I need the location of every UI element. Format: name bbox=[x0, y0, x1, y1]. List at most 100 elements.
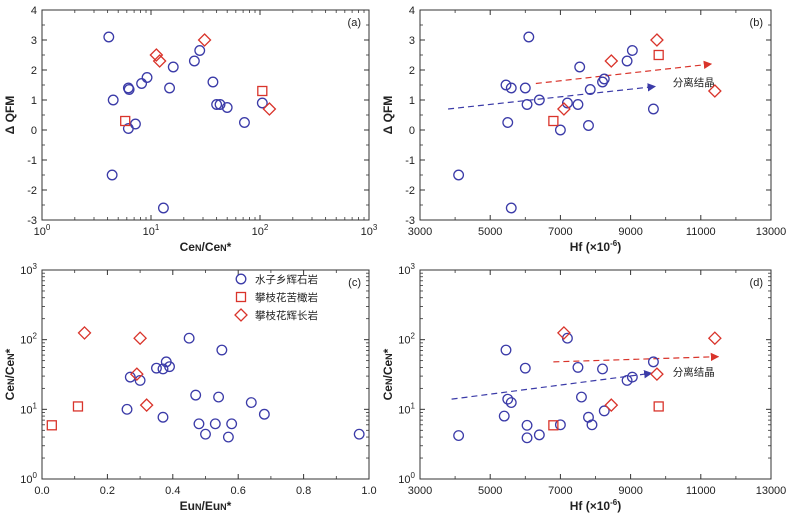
data-point-circle bbox=[502, 393, 514, 405]
data-point-diamond bbox=[129, 367, 144, 382]
x-axis-title: Hf (×10-6) bbox=[570, 239, 621, 254]
legend-marker-diamond bbox=[234, 308, 248, 322]
legend-label: 攀枝花辉长岩 bbox=[255, 309, 318, 322]
data-point-diamond bbox=[650, 33, 664, 47]
data-point-circle bbox=[214, 99, 226, 110]
data-point-circle bbox=[554, 124, 566, 136]
panel-label: (d) bbox=[750, 277, 763, 289]
panel-label: (c) bbox=[348, 277, 361, 289]
x-tick-label: 13000 bbox=[756, 226, 786, 238]
y-tick-label: 4 bbox=[409, 5, 415, 17]
data-point-circle bbox=[519, 82, 531, 94]
x-tick-label: 5000 bbox=[478, 226, 502, 238]
data-point-diamond bbox=[556, 102, 571, 116]
data-point-circle bbox=[572, 361, 584, 373]
data-point-circle bbox=[200, 428, 211, 440]
data-point-square bbox=[653, 401, 664, 412]
y-tick-label: -1 bbox=[27, 155, 37, 167]
data-point-circle bbox=[221, 102, 233, 113]
data-point-circle bbox=[598, 405, 610, 417]
data-point-circle bbox=[586, 419, 598, 431]
trend-arrow-red bbox=[553, 352, 720, 363]
y-tick-label: 4 bbox=[31, 5, 37, 17]
data-point-diamond bbox=[604, 54, 619, 68]
data-point-square bbox=[257, 85, 268, 97]
data-point-circle bbox=[533, 94, 545, 106]
data-point-circle bbox=[583, 120, 594, 131]
panel-c: 0.0 0.2 0.4 0.6 0.8 1.0 100 101 102 103 EuN/EuN* Ce… bbox=[3, 262, 377, 513]
y-tick-label: -1 bbox=[405, 155, 415, 167]
data-point-circle bbox=[150, 362, 162, 374]
data-point-square bbox=[120, 115, 131, 127]
data-point-circle bbox=[533, 429, 545, 441]
plot-frame bbox=[41, 9, 370, 221]
data-point-circle bbox=[584, 84, 596, 95]
x-tick-label: 9000 bbox=[618, 226, 642, 238]
data-point-circle bbox=[193, 418, 205, 430]
data-point-circle bbox=[157, 363, 169, 375]
data-point-circle bbox=[505, 202, 517, 214]
data-point-circle bbox=[190, 389, 202, 401]
x-tick-label: 13000 bbox=[756, 485, 786, 497]
y-tick-label: 103 bbox=[398, 262, 415, 277]
x-tick-label: 0.6 bbox=[231, 485, 246, 497]
data-point-circle bbox=[136, 78, 148, 89]
data-point-circle bbox=[554, 419, 566, 431]
x-tick-label: 7000 bbox=[548, 226, 572, 238]
y-tick-label: -3 bbox=[405, 215, 415, 227]
y-tick-label: 0 bbox=[31, 125, 37, 137]
y-axis-title: Δ QFM bbox=[3, 96, 17, 135]
x-tick-label: 9000 bbox=[618, 485, 642, 497]
data-point-circle bbox=[106, 169, 118, 181]
legend-label: 水子乡辉石岩 bbox=[255, 273, 318, 286]
y-tick-label: 102 bbox=[20, 332, 37, 347]
legend-item-diamond: 攀枝花辉长岩 bbox=[234, 308, 318, 322]
data-point-circle bbox=[572, 99, 584, 110]
data-point-diamond bbox=[77, 325, 92, 340]
data-point-circle bbox=[209, 418, 221, 430]
legend-marker-circle bbox=[235, 273, 247, 285]
data-point-circle bbox=[157, 202, 169, 214]
data-point-circle bbox=[574, 61, 586, 73]
y-tick-label: -3 bbox=[27, 215, 37, 227]
data-point-circle bbox=[164, 361, 175, 373]
x-tick-label: 0.4 bbox=[165, 485, 180, 497]
data-point-circle bbox=[521, 432, 533, 444]
y-tick-label: 101 bbox=[20, 401, 37, 416]
x-tick-label: 5000 bbox=[478, 485, 502, 497]
data-point-circle bbox=[258, 408, 270, 420]
y-tick-label: -2 bbox=[27, 185, 37, 197]
y-tick-label: 103 bbox=[20, 262, 37, 277]
data-point-circle bbox=[505, 397, 517, 409]
x-tick-label: 1.0 bbox=[361, 485, 376, 497]
x-axis-title: Hf (×10-6) bbox=[570, 498, 621, 513]
y-tick-label: 100 bbox=[398, 471, 415, 486]
data-point-circle bbox=[256, 97, 268, 109]
data-point-circle bbox=[245, 397, 257, 409]
data-point-circle bbox=[141, 72, 153, 83]
data-point-circle bbox=[621, 55, 633, 67]
plot-frame bbox=[41, 269, 370, 480]
data-point-diamond bbox=[262, 102, 277, 116]
x-tick-label: 7000 bbox=[548, 485, 572, 497]
data-point-diamond bbox=[650, 367, 664, 382]
data-point-circle bbox=[626, 371, 638, 383]
data-point-circle bbox=[121, 403, 133, 415]
y-tick-label: 1 bbox=[409, 95, 415, 107]
data-point-circle bbox=[500, 79, 512, 91]
plot-frame bbox=[419, 269, 772, 480]
y-axis-title: CeN/CeN* bbox=[3, 348, 17, 400]
data-point-circle bbox=[626, 45, 638, 56]
data-point-circle bbox=[164, 82, 176, 94]
data-point-diamond bbox=[139, 398, 154, 413]
x-tick-label: 3000 bbox=[408, 226, 432, 238]
data-point-diamond bbox=[152, 54, 167, 68]
data-point-circle bbox=[519, 362, 531, 374]
data-point-circle bbox=[183, 332, 195, 344]
y-tick-label: 2 bbox=[409, 65, 415, 77]
panel-b: 3000 5000 7000 9000 11000 13000 -3 -2 -1 0 1 2 3 4 Hf … bbox=[381, 5, 786, 254]
data-point-circle bbox=[107, 94, 119, 106]
data-point-circle bbox=[167, 61, 179, 73]
x-tick-label: 103 bbox=[361, 223, 378, 238]
